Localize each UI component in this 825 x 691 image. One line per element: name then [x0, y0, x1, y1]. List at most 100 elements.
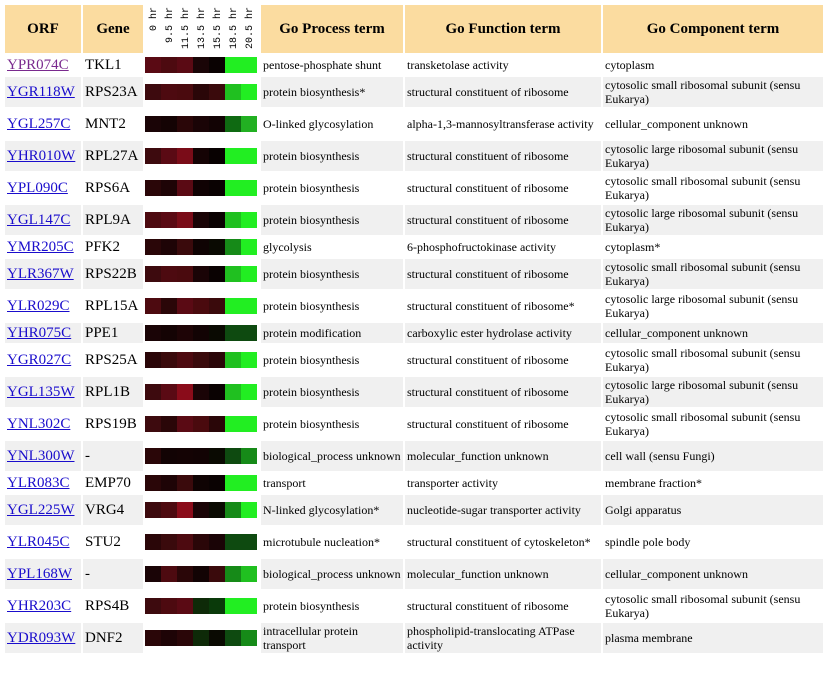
expression-cell: [161, 598, 177, 614]
expression-cell: [161, 502, 177, 518]
gene-cell: TKL1: [83, 55, 143, 75]
expression-cell: [161, 212, 177, 228]
timepoint-label: 15.5 hr: [213, 7, 224, 50]
gene-cell: EMP70: [83, 473, 143, 493]
process-cell: protein biosynthesis: [261, 141, 403, 171]
orf-link[interactable]: YLR029C: [7, 297, 70, 314]
orf-link[interactable]: YHR075C: [7, 324, 72, 341]
expression-cell: [177, 534, 193, 550]
expression-cell: [161, 534, 177, 550]
expression-cell: [225, 57, 241, 73]
expression-cell: [209, 352, 225, 368]
table-row: YGL257C MNT2 O-linked glycosylation alpha-1…: [5, 109, 823, 139]
orf-link[interactable]: YDR093W: [7, 629, 76, 646]
process-cell: biological_process unknown: [261, 559, 403, 589]
expression-cell: [145, 84, 161, 100]
expression-cell: [145, 352, 161, 368]
header-timepoints: 0 hr 9.5 hr 11.5 hr 13.5 hr 15.5 hr 18.5…: [145, 5, 259, 53]
expression-cell: [161, 325, 177, 341]
orf-cell: YGR027C: [5, 345, 81, 375]
process-cell: N-linked glycosylation*: [261, 495, 403, 525]
expression-cell: [145, 298, 161, 314]
expression-cell: [241, 384, 257, 400]
expression-cell: [241, 57, 257, 73]
expression-cell: [193, 448, 209, 464]
orf-link[interactable]: YPL168W: [7, 565, 72, 582]
gene-cell: RPS23A: [83, 77, 143, 107]
component-cell: cytosolic large ribosomal subunit (sensu…: [603, 141, 823, 171]
expression-cell: [225, 266, 241, 282]
heatmap-cell: [145, 409, 259, 439]
expression-cell: [193, 630, 209, 646]
orf-cell: YDR093W: [5, 623, 81, 653]
orf-link[interactable]: YPL090C: [7, 179, 68, 196]
expression-cell: [145, 239, 161, 255]
process-cell: microtubule nucleation*: [261, 527, 403, 557]
orf-cell: YPR074C: [5, 55, 81, 75]
expression-cell: [161, 448, 177, 464]
orf-link[interactable]: YGL225W: [7, 501, 75, 518]
heatmap-cell: [145, 527, 259, 557]
orf-link[interactable]: YPR074C: [7, 56, 69, 73]
table-row: YHR203C RPS4B protein biosynthesis structur…: [5, 591, 823, 621]
expression-cell: [241, 266, 257, 282]
orf-link[interactable]: YNL302C: [7, 415, 71, 432]
orf-link[interactable]: YLR045C: [7, 533, 70, 550]
expression-cell: [145, 212, 161, 228]
expression-cell: [161, 116, 177, 132]
table-row: YPL168W - biological_process unknown molecu…: [5, 559, 823, 589]
expression-cell: [193, 212, 209, 228]
expression-cell: [225, 298, 241, 314]
expression-cell: [145, 502, 161, 518]
expression-cell: [241, 448, 257, 464]
function-cell: phospholipid-translocating ATPase activi…: [405, 623, 601, 653]
timepoint-label: 9.5 hr: [165, 7, 176, 44]
heatmap-cell: [145, 323, 259, 343]
component-cell: cytosolic large ribosomal subunit (sensu…: [603, 291, 823, 321]
expression-cell: [241, 239, 257, 255]
orf-cell: YGR118W: [5, 77, 81, 107]
gene-cell: RPL15A: [83, 291, 143, 321]
orf-cell: YHR010W: [5, 141, 81, 171]
orf-link[interactable]: YHR010W: [7, 147, 76, 164]
table-row: YHR010W RPL27A protein biosynthesis structu…: [5, 141, 823, 171]
expression-cell: [193, 148, 209, 164]
orf-link[interactable]: YGL147C: [7, 211, 71, 228]
orf-link[interactable]: YGL135W: [7, 383, 75, 400]
orf-cell: YLR367W: [5, 259, 81, 289]
heatmap-cell: [145, 591, 259, 621]
expression-cell: [177, 325, 193, 341]
orf-cell: YPL168W: [5, 559, 81, 589]
expression-cell: [225, 352, 241, 368]
expression-cell: [177, 352, 193, 368]
expression-cell: [209, 534, 225, 550]
gene-cell: RPS19B: [83, 409, 143, 439]
orf-link[interactable]: YGL257C: [7, 115, 71, 132]
expression-cell: [241, 598, 257, 614]
process-cell: protein biosynthesis: [261, 345, 403, 375]
heatmap-cell: [145, 291, 259, 321]
orf-link[interactable]: YGR027C: [7, 351, 72, 368]
table-row: YDR093W DNF2 intracellular protein transpo…: [5, 623, 823, 653]
expression-cell: [145, 180, 161, 196]
table-row: YPR074C TKL1 pentose-phosphate shunt transk…: [5, 55, 823, 75]
function-cell: structural constituent of ribosome: [405, 345, 601, 375]
expression-cell: [209, 148, 225, 164]
orf-link[interactable]: YGR118W: [7, 83, 75, 100]
orf-link[interactable]: YNL300W: [7, 447, 75, 464]
orf-link[interactable]: YLR083C: [7, 474, 70, 491]
expression-cell: [225, 448, 241, 464]
orf-link[interactable]: YMR205C: [7, 238, 74, 255]
process-cell: transport: [261, 473, 403, 493]
expression-cell: [193, 239, 209, 255]
orf-link[interactable]: YHR203C: [7, 597, 72, 614]
expression-cell: [209, 212, 225, 228]
orf-link[interactable]: YLR367W: [7, 265, 74, 282]
gene-cell: DNF2: [83, 623, 143, 653]
function-cell: structural constituent of cytoskeleton*: [405, 527, 601, 557]
expression-cell: [193, 416, 209, 432]
component-cell: cytoplasm: [603, 55, 823, 75]
expression-cell: [193, 566, 209, 582]
expression-cell: [241, 212, 257, 228]
orf-cell: YHR203C: [5, 591, 81, 621]
